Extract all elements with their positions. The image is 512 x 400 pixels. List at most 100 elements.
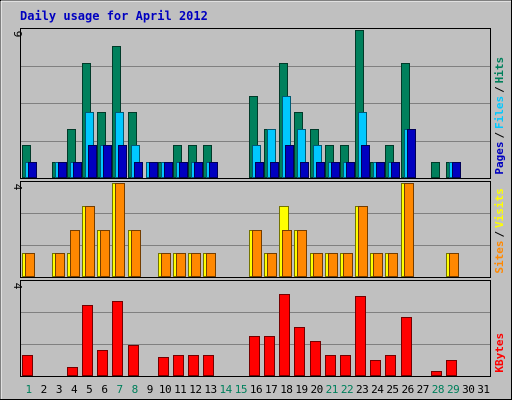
bar-kbytes-day-8 (128, 345, 139, 376)
bar-kbytes-day-29 (446, 360, 457, 376)
x-tick-label-day-29: 29 (447, 383, 459, 396)
bar-kbytes-day-22 (340, 355, 351, 376)
bar-kbytes-day-26 (401, 317, 412, 376)
x-tick-label-day-16: 16 (250, 383, 262, 396)
x-tick-label-day-24: 24 (371, 383, 384, 396)
x-tick-label-day-23: 23 (356, 383, 368, 396)
bar-pages-day-9 (149, 162, 158, 178)
bar-sites-day-26 (404, 183, 414, 277)
bar-pages-day-29 (452, 162, 461, 178)
x-tick-label-day-18: 18 (280, 383, 292, 396)
bar-sites-day-24 (373, 253, 383, 277)
bar-kbytes-day-4 (67, 367, 78, 376)
bar-pages-day-11 (179, 162, 188, 178)
x-tick-label-day-31: 31 (477, 383, 489, 396)
bar-sites-day-4 (70, 230, 80, 277)
legend-visits: Visits (493, 188, 506, 228)
x-tick-label-day-14: 14 (220, 383, 233, 396)
bar-kbytes-day-28 (431, 371, 442, 376)
bar-pages-day-23 (361, 145, 370, 178)
bar-hits-day-28 (431, 162, 440, 178)
x-tick-label-day-20: 20 (311, 383, 323, 396)
bar-pages-day-8 (134, 162, 143, 178)
bar-pages-day-6 (103, 145, 112, 178)
bar-kbytes-day-12 (188, 355, 199, 376)
bar-kbytes-day-5 (82, 305, 93, 376)
legend-separator: / (493, 86, 506, 93)
y-max-label-kbytes: 4 (11, 283, 24, 290)
y-max-label-pages-files-hits: 9 (11, 31, 24, 38)
bar-kbytes-day-13 (203, 355, 214, 376)
y-max-label-sites-visits: 4 (11, 184, 24, 191)
bar-pages-day-12 (194, 162, 203, 178)
bar-pages-day-16 (255, 162, 264, 178)
x-tick-label-day-5: 5 (86, 383, 92, 396)
bar-sites-day-12 (191, 253, 201, 277)
x-tick-label-day-2: 2 (41, 383, 47, 396)
x-tick-label-day-7: 7 (116, 383, 122, 396)
x-tick-label-day-13: 13 (204, 383, 216, 396)
x-tick-label-day-27: 27 (417, 383, 429, 396)
x-tick-label-day-10: 10 (159, 383, 171, 396)
bar-sites-day-21 (328, 253, 338, 277)
bar-sites-day-6 (100, 230, 110, 277)
bar-sites-day-7 (115, 183, 125, 277)
legend-kbytes: KBytes (493, 333, 506, 373)
x-tick-label-day-25: 25 (386, 383, 398, 396)
legend-files: Files (493, 96, 506, 129)
bar-pages-day-4 (73, 162, 82, 178)
bar-sites-day-20 (313, 253, 323, 277)
x-tick-label-day-3: 3 (56, 383, 62, 396)
bar-sites-day-5 (85, 206, 95, 277)
bar-sites-day-22 (343, 253, 353, 277)
x-tick-label-day-8: 8 (132, 383, 138, 396)
bar-pages-day-13 (209, 162, 218, 178)
legend-hits: Hits (493, 57, 506, 84)
bar-pages-day-22 (346, 162, 355, 178)
bar-pages-day-26 (407, 129, 416, 178)
bar-kbytes-day-24 (370, 360, 381, 376)
x-tick-label-day-6: 6 (101, 383, 107, 396)
bar-sites-day-11 (176, 253, 186, 277)
bar-pages-day-19 (300, 162, 309, 178)
bar-pages-day-3 (58, 162, 67, 178)
bar-pages-day-20 (316, 162, 325, 178)
bar-sites-day-25 (388, 253, 398, 277)
bar-pages-day-7 (118, 145, 127, 178)
bar-sites-day-18 (282, 230, 292, 277)
bar-kbytes-day-6 (97, 350, 108, 376)
legend-separator: / (493, 231, 506, 238)
bar-kbytes-day-21 (325, 355, 336, 376)
x-tick-label-day-4: 4 (71, 383, 78, 396)
bar-pages-day-5 (88, 145, 97, 178)
bar-pages-day-25 (391, 162, 400, 178)
bar-kbytes-day-17 (264, 336, 275, 376)
bar-sites-day-17 (267, 253, 277, 277)
bar-pages-day-18 (285, 145, 294, 178)
bar-kbytes-day-1 (22, 355, 33, 376)
legend-sites: Sites (493, 240, 506, 273)
x-tick-label-day-28: 28 (432, 383, 444, 396)
legend-separator: / (493, 132, 506, 139)
bar-kbytes-day-20 (310, 341, 321, 376)
x-tick-label-day-11: 11 (174, 383, 186, 396)
bar-sites-day-10 (161, 253, 171, 277)
bar-sites-day-13 (206, 253, 216, 277)
x-tick-label-day-15: 15 (235, 383, 247, 396)
x-tick-label-day-26: 26 (401, 383, 413, 396)
x-tick-label-day-30: 30 (462, 383, 474, 396)
bar-kbytes-day-10 (158, 357, 169, 376)
bar-kbytes-day-11 (173, 355, 184, 376)
x-tick-label-day-22: 22 (341, 383, 353, 396)
x-tick-label-day-1: 1 (26, 383, 32, 396)
x-tick-label-day-9: 9 (147, 383, 153, 396)
legend-pages: Pages (493, 141, 506, 174)
x-tick-label-day-21: 21 (326, 383, 338, 396)
bar-sites-day-3 (55, 253, 65, 277)
bar-sites-day-19 (297, 230, 307, 277)
x-tick-label-day-12: 12 (189, 383, 201, 396)
bar-kbytes-day-7 (112, 301, 123, 376)
bar-pages-day-10 (164, 162, 173, 178)
